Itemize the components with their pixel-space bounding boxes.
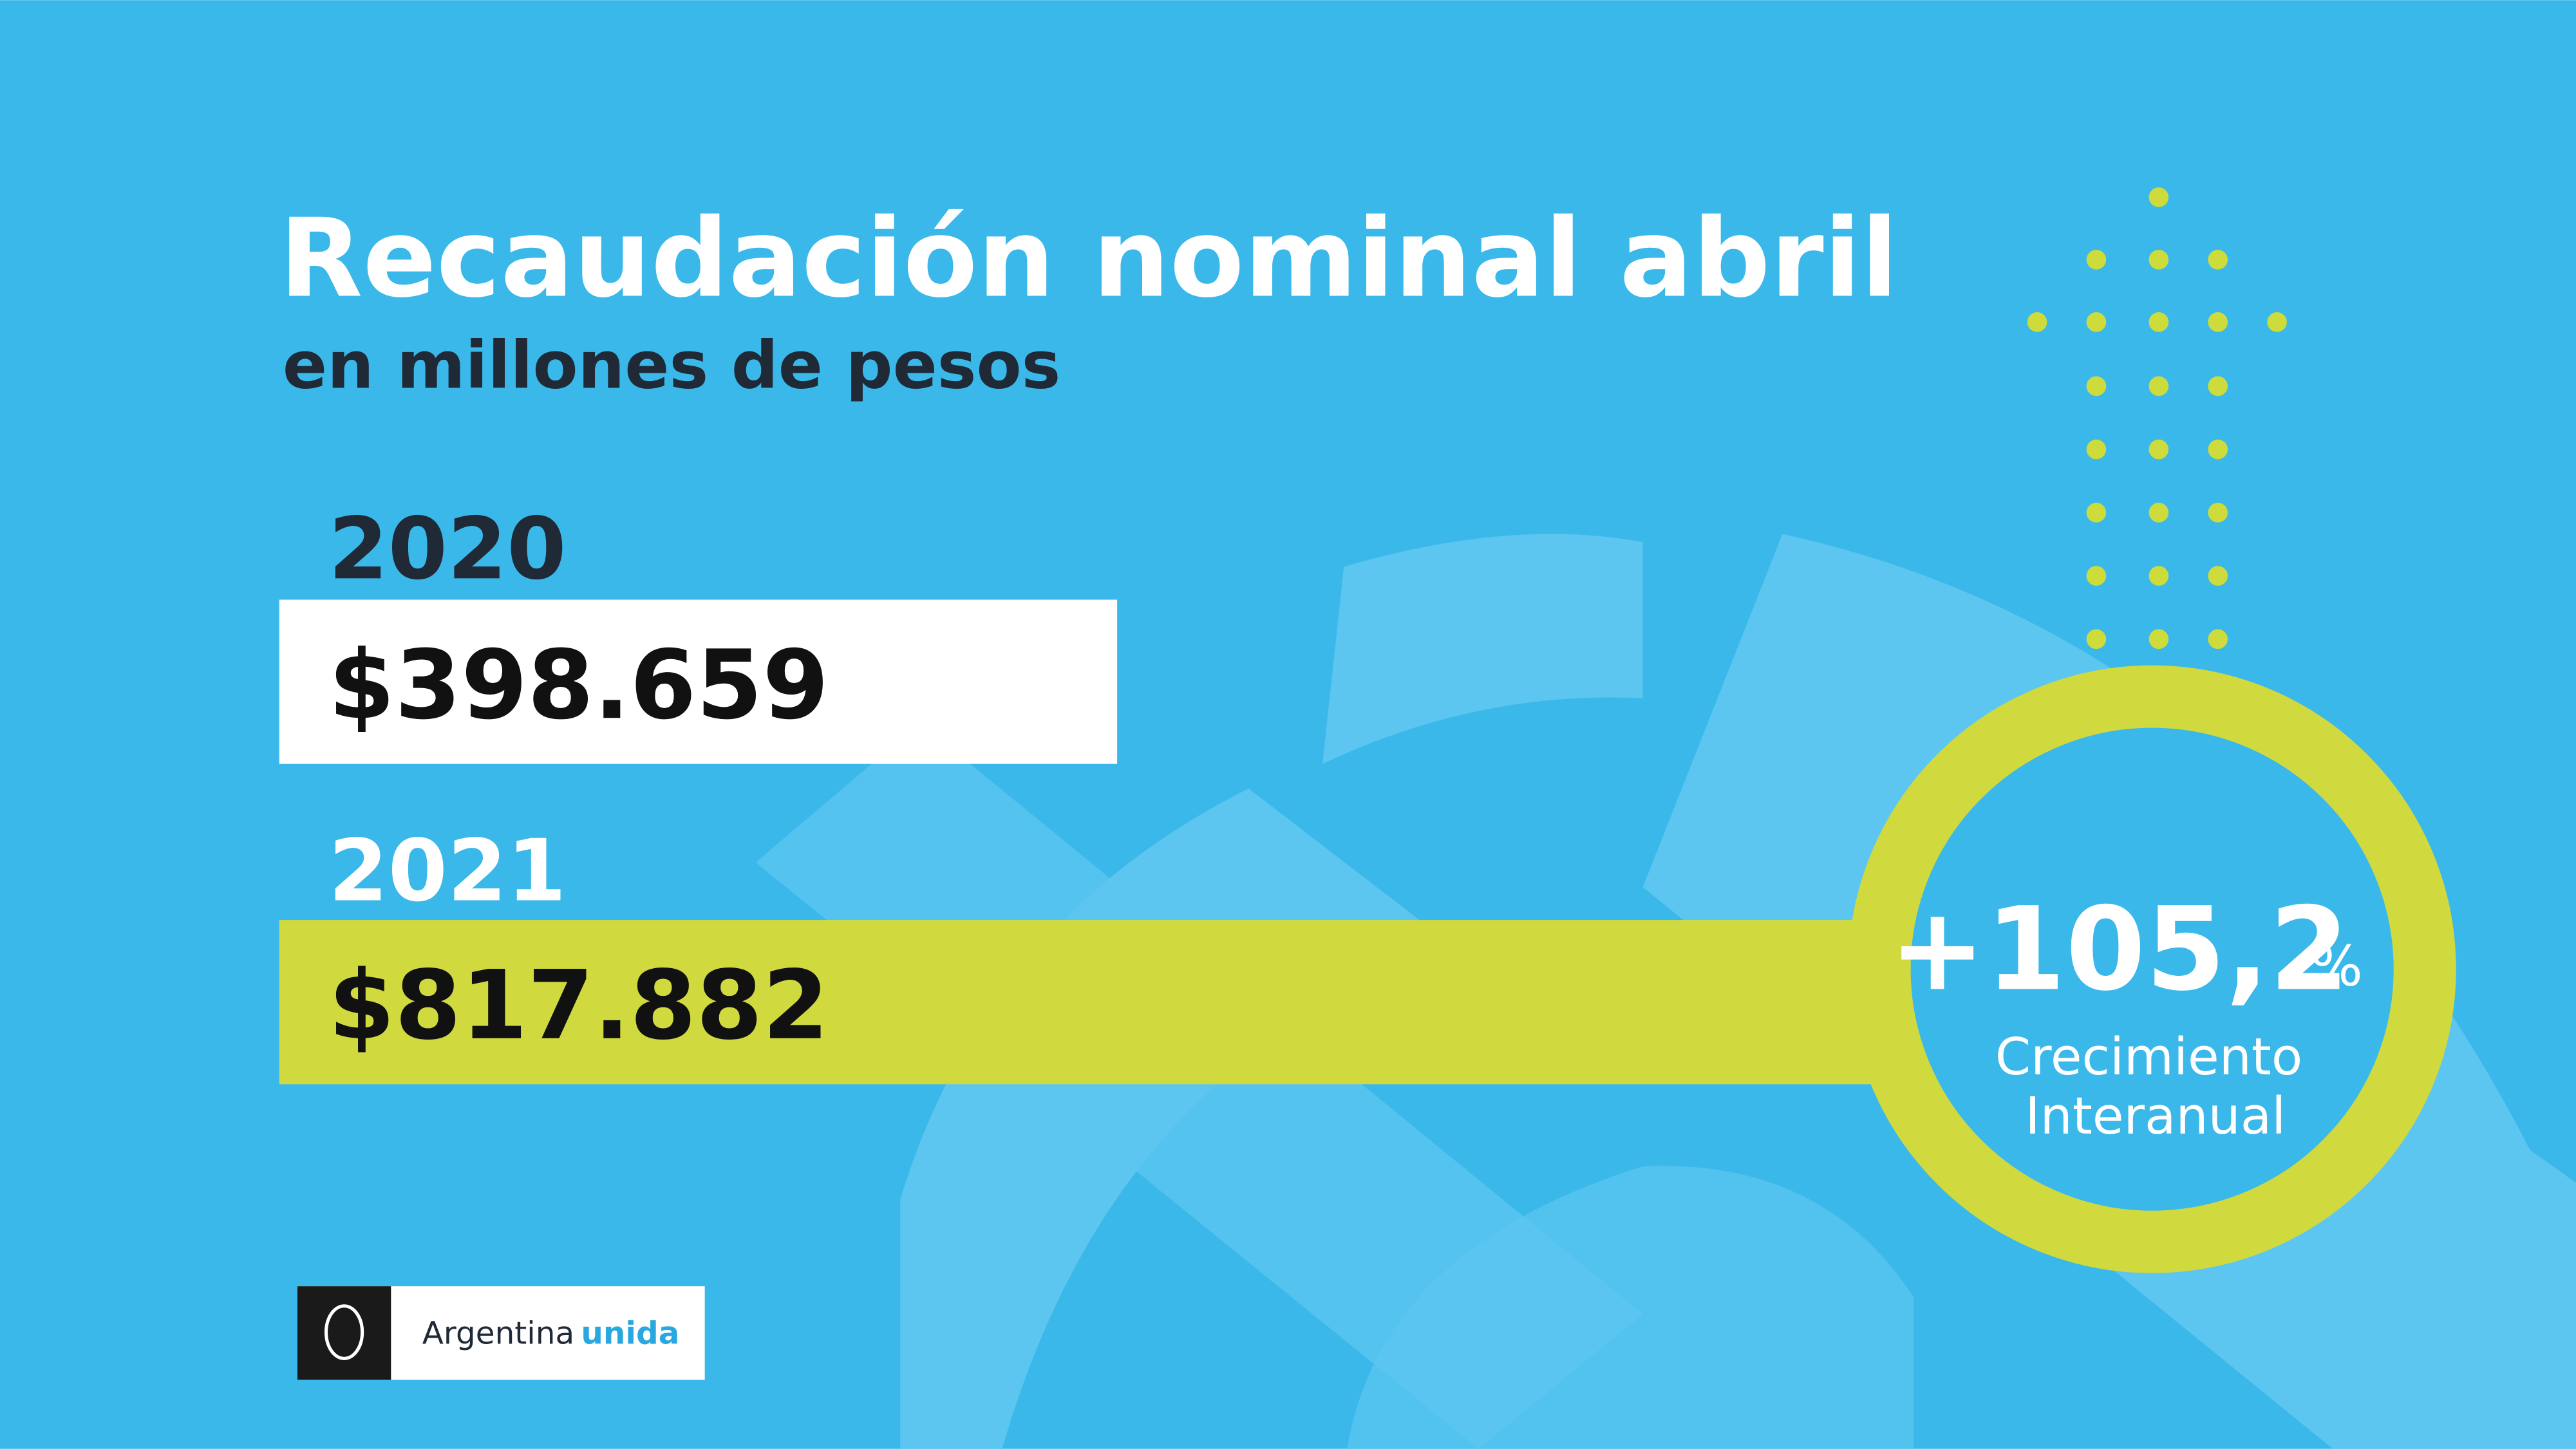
year-label: 2020	[328, 500, 566, 599]
amount: $817.882	[328, 950, 829, 1061]
dot	[2148, 187, 2169, 207]
deco-shape	[1347, 698, 1914, 1449]
logo-word: unida	[581, 1315, 679, 1351]
dot	[2148, 376, 2169, 397]
deco-shape	[1322, 534, 1643, 764]
logo-text: Argentina unida	[422, 1315, 680, 1351]
amount-box	[279, 920, 1906, 1085]
dot	[2267, 312, 2287, 332]
dot	[2208, 503, 2228, 523]
logo-emblem-mark	[324, 1304, 364, 1360]
logo-word: Argentina	[422, 1315, 574, 1351]
dot	[2148, 439, 2169, 460]
dot	[2086, 629, 2107, 650]
growth-unit: %	[2310, 934, 2363, 999]
dot	[2208, 376, 2228, 397]
dot	[2208, 250, 2228, 270]
dot	[2027, 312, 2047, 332]
amount: $398.659	[328, 630, 829, 740]
growth-value: +105,2	[1889, 883, 2349, 1016]
dot	[2086, 503, 2107, 523]
dot	[2148, 503, 2169, 523]
arrow-dots	[2027, 187, 2287, 650]
dot	[2148, 566, 2169, 586]
dot	[2148, 312, 2169, 332]
amount-box	[279, 599, 1118, 764]
title: Recaudación nominal abril	[279, 196, 1898, 322]
dot	[2208, 312, 2228, 332]
dot	[2208, 439, 2228, 460]
dot	[2086, 376, 2107, 397]
growth-ring	[1848, 665, 2456, 1273]
growth-label: Crecimiento	[1995, 1027, 2302, 1087]
year-label: 2021	[328, 822, 566, 921]
dot	[2086, 312, 2107, 332]
dot	[2208, 629, 2228, 650]
subtitle: en millones de pesos	[283, 327, 1061, 404]
growth-label: Interanual	[2025, 1087, 2286, 1146]
dot	[2086, 566, 2107, 586]
dot	[2086, 439, 2107, 460]
logo-emblem	[297, 1286, 391, 1380]
dot	[2148, 250, 2169, 270]
dot	[2208, 566, 2228, 586]
dot	[2086, 250, 2107, 270]
dot	[2148, 629, 2169, 650]
